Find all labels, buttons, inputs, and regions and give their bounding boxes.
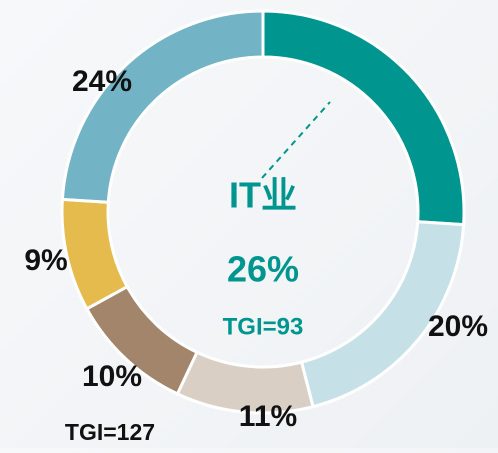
value-label: 11% <box>239 400 297 433</box>
value-label: 26% <box>227 249 299 290</box>
leader-line <box>261 101 331 179</box>
value-label: 9% <box>24 244 67 277</box>
value-label: 20% <box>428 310 488 343</box>
donut-segment <box>60 9 265 204</box>
donut-segment <box>60 197 130 311</box>
value-label: 10% <box>82 360 142 393</box>
annotation: TGI=93 <box>223 313 304 340</box>
category-label: IT业 <box>229 175 297 216</box>
value-label: 24% <box>72 65 132 98</box>
annotation: TGI=127 <box>65 419 155 445</box>
